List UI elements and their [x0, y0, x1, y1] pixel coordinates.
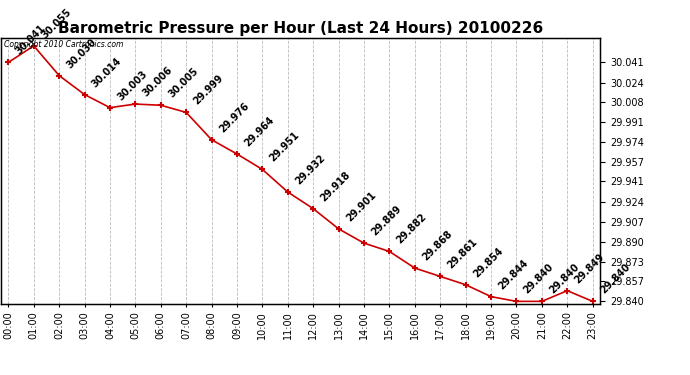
Text: 29.932: 29.932 [293, 153, 327, 186]
Text: 30.006: 30.006 [141, 65, 175, 99]
Text: 29.844: 29.844 [497, 257, 531, 291]
Text: Copyright 2010 Cartronics.com: Copyright 2010 Cartronics.com [3, 40, 123, 49]
Text: 30.003: 30.003 [115, 69, 149, 102]
Text: 30.030: 30.030 [65, 36, 98, 70]
Text: 29.840: 29.840 [598, 262, 632, 296]
Text: 30.014: 30.014 [90, 56, 124, 89]
Text: 29.861: 29.861 [446, 237, 480, 271]
Text: 30.041: 30.041 [14, 23, 48, 57]
Text: 29.868: 29.868 [420, 229, 454, 262]
Text: 29.999: 29.999 [192, 73, 226, 107]
Text: 29.840: 29.840 [547, 262, 581, 296]
Text: 29.889: 29.889 [370, 204, 404, 238]
Text: 29.882: 29.882 [395, 212, 428, 246]
Text: 29.901: 29.901 [344, 190, 377, 223]
Text: 29.854: 29.854 [471, 246, 505, 279]
Text: 29.840: 29.840 [522, 262, 555, 296]
Text: 29.964: 29.964 [242, 115, 276, 148]
Text: 29.976: 29.976 [217, 100, 250, 134]
Text: 30.005: 30.005 [166, 66, 200, 100]
Text: 29.849: 29.849 [573, 252, 607, 285]
Text: 30.055: 30.055 [39, 7, 73, 40]
Title: Barometric Pressure per Hour (Last 24 Hours) 20100226: Barometric Pressure per Hour (Last 24 Ho… [58, 21, 543, 36]
Text: 29.951: 29.951 [268, 130, 302, 164]
Text: 29.918: 29.918 [319, 170, 353, 203]
